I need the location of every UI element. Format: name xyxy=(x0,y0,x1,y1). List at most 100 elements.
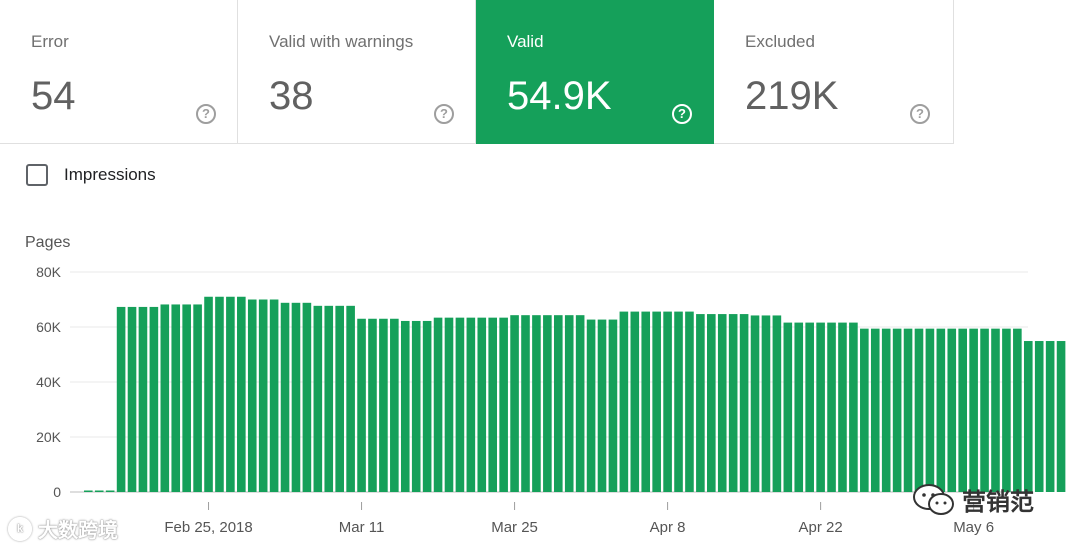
bar xyxy=(324,305,334,492)
bar xyxy=(400,320,410,492)
help-circle-icon[interactable]: ? xyxy=(434,104,454,124)
brand-logo-icon: k xyxy=(8,516,32,541)
tile-value: 54.9K xyxy=(507,74,612,118)
impressions-toggle[interactable]: Impressions xyxy=(26,164,156,186)
bar xyxy=(805,322,814,492)
bar xyxy=(226,296,235,492)
bar xyxy=(849,322,858,492)
bar xyxy=(860,328,869,492)
bar xyxy=(980,328,989,492)
bar xyxy=(488,317,498,492)
bar xyxy=(739,314,749,492)
bar xyxy=(717,314,727,492)
bar xyxy=(390,318,399,492)
help-circle-icon[interactable]: ? xyxy=(910,104,930,124)
tile-label: Valid xyxy=(507,32,544,51)
impressions-checkbox[interactable] xyxy=(26,164,48,186)
y-tick-label: 80K xyxy=(36,264,62,280)
bar xyxy=(1045,341,1055,492)
x-tick-label: Apr 8 xyxy=(650,519,686,536)
bar xyxy=(84,490,93,492)
bar xyxy=(892,328,902,492)
bar xyxy=(958,328,967,492)
watermark-right-text: 营销范 xyxy=(962,489,1034,516)
bar xyxy=(685,311,694,492)
bar xyxy=(521,315,530,492)
bar xyxy=(761,315,771,492)
help-circle-icon[interactable]: ? xyxy=(196,104,216,124)
bar xyxy=(477,317,487,492)
bar xyxy=(335,305,344,492)
bar xyxy=(532,315,541,492)
bar xyxy=(925,328,935,492)
bar xyxy=(619,311,629,492)
pages-bar-chart: 0 20K 40K 60K 80K Feb 25, 2018 Mar 11 Mar 25 Apr… xyxy=(36,264,1066,536)
bar xyxy=(575,315,585,492)
bar xyxy=(379,318,388,492)
x-tick-label: May 6 xyxy=(953,519,994,536)
watermark-left: k 大数跨境 xyxy=(8,514,118,543)
bar xyxy=(783,322,793,492)
tile-label: Valid with warnings xyxy=(269,32,414,51)
bar xyxy=(280,302,290,492)
bar xyxy=(652,311,661,492)
bar xyxy=(422,320,432,492)
bar xyxy=(313,305,323,492)
bar xyxy=(237,296,246,492)
bar xyxy=(357,318,366,492)
bar xyxy=(1023,341,1033,492)
bar xyxy=(914,328,924,492)
tile-error[interactable]: Error 54 ? xyxy=(0,0,238,144)
bar xyxy=(182,304,191,492)
bar xyxy=(936,328,946,492)
tile-excluded[interactable]: Excluded 219K ? xyxy=(714,0,954,144)
tile-value: 54 xyxy=(31,74,76,118)
bar xyxy=(608,319,618,492)
bar xyxy=(696,314,705,492)
tile-valid-with-warnings[interactable]: Valid with warnings 38 ? xyxy=(238,0,476,144)
impressions-label: Impressions xyxy=(64,165,156,184)
bar xyxy=(630,311,640,492)
bar xyxy=(794,322,804,492)
bar xyxy=(444,317,454,492)
bar xyxy=(947,328,957,492)
bar xyxy=(597,319,607,492)
bar xyxy=(149,306,159,492)
bar xyxy=(127,306,137,492)
bar xyxy=(193,304,202,492)
y-tick-label: 40K xyxy=(36,374,62,390)
x-tick-label: Mar 25 xyxy=(491,519,538,536)
bar xyxy=(94,490,104,492)
bar xyxy=(707,314,716,492)
bar xyxy=(455,317,465,492)
bar xyxy=(553,315,563,492)
bar xyxy=(105,490,115,492)
x-tick-label: Feb 25, 2018 xyxy=(164,519,252,536)
help-circle-icon[interactable]: ? xyxy=(672,104,692,124)
bar xyxy=(969,328,978,492)
y-tick-label: 60K xyxy=(36,319,62,335)
bar xyxy=(1034,341,1044,492)
bar xyxy=(258,299,268,492)
bar xyxy=(247,299,257,492)
bar xyxy=(1002,328,1011,492)
bar xyxy=(543,315,552,492)
bar xyxy=(663,311,672,492)
tile-valid[interactable]: Valid 54.9K ? xyxy=(476,0,714,144)
y-tick-label: 20K xyxy=(36,429,62,445)
y-tick-label: 0 xyxy=(53,484,61,500)
bar xyxy=(291,302,301,492)
bar xyxy=(991,328,1000,492)
bar xyxy=(160,304,170,492)
bar xyxy=(870,328,880,492)
bar xyxy=(204,296,213,492)
bar xyxy=(903,328,913,492)
watermark-right: 营销范 xyxy=(912,482,1034,517)
x-tick-label: Apr 22 xyxy=(799,519,843,536)
status-tiles: Error 54 ? Valid with warnings 38 ? Vali… xyxy=(0,0,955,144)
bar xyxy=(564,315,574,492)
bar xyxy=(586,319,596,492)
bar xyxy=(215,296,224,492)
bar xyxy=(827,322,836,492)
bar xyxy=(510,315,519,492)
